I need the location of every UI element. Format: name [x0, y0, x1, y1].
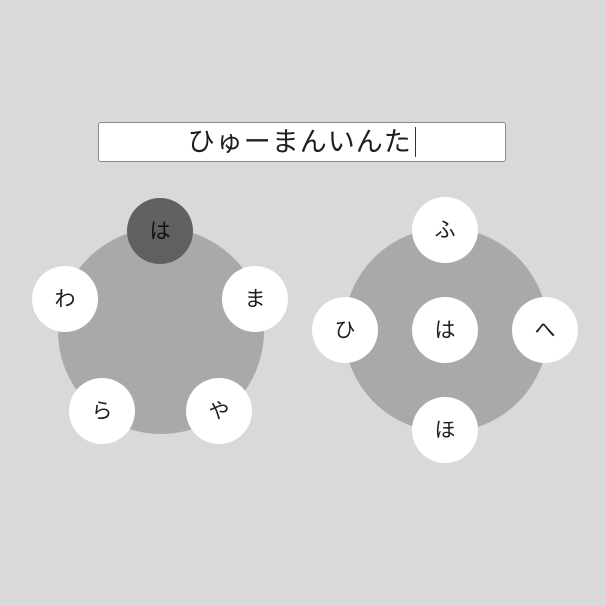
key-ra-row-label: ら: [91, 398, 113, 423]
key-ma-row[interactable]: ま: [222, 266, 288, 332]
text-cursor: [414, 126, 417, 157]
key-fu-label: ふ: [434, 217, 456, 242]
key-ho-label: ほ: [434, 417, 456, 442]
key-ra-row[interactable]: ら: [69, 378, 135, 444]
key-ha-row-label: は: [149, 218, 171, 243]
key-ma-row-label: ま: [244, 286, 266, 311]
key-ha-row[interactable]: は: [127, 198, 193, 264]
key-wa-row[interactable]: わ: [32, 266, 98, 332]
key-ya-row-label: や: [208, 398, 230, 423]
key-he[interactable]: へ: [512, 297, 578, 363]
text-input-field[interactable]: ひゅーまんいんた: [98, 122, 506, 162]
input-text: ひゅーまんいんた: [187, 127, 412, 158]
key-ha[interactable]: は: [412, 297, 478, 363]
input-text-row: ひゅーまんいんた: [99, 123, 505, 161]
key-ho[interactable]: ほ: [412, 397, 478, 463]
key-hi[interactable]: ひ: [312, 297, 378, 363]
key-wa-row-label: わ: [54, 286, 76, 311]
key-he-label: へ: [534, 317, 556, 342]
key-ya-row[interactable]: や: [186, 378, 252, 444]
key-ha-label: は: [434, 317, 456, 342]
key-hi-label: ひ: [334, 317, 356, 342]
key-fu[interactable]: ふ: [412, 197, 478, 263]
